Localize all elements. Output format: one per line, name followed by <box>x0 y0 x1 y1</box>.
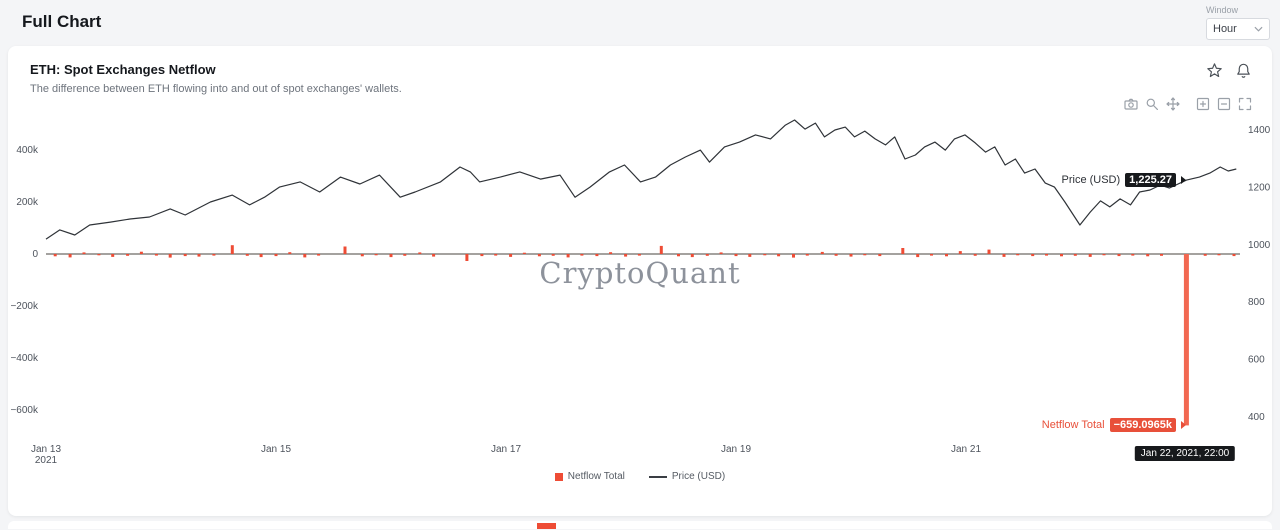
price-hover-arrow <box>1181 176 1186 184</box>
svg-text:−600k: −600k <box>10 405 39 416</box>
zoom-icon[interactable] <box>1145 97 1159 111</box>
star-icon[interactable] <box>1206 62 1223 79</box>
zoom-in-icon[interactable] <box>1196 97 1210 111</box>
svg-text:−200k: −200k <box>10 301 39 312</box>
price-hover-label: Price (USD) 1,225.27 <box>1061 173 1186 187</box>
svg-text:1200: 1200 <box>1248 182 1271 193</box>
chart-legend: Netflow Total Price (USD) <box>8 471 1272 482</box>
legend-item[interactable]: Price (USD) <box>648 471 726 482</box>
svg-text:2021: 2021 <box>35 455 58 466</box>
legend-label: Price (USD) <box>671 471 726 482</box>
legend-item[interactable]: Netflow Total <box>554 471 625 482</box>
card-header: ETH: Spot Exchanges Netflow The differen… <box>8 62 1272 95</box>
page-title: Full Chart <box>22 12 102 31</box>
legend-label: Netflow Total <box>567 471 625 482</box>
svg-text:400: 400 <box>1248 412 1265 423</box>
svg-text:Jan 19: Jan 19 <box>721 444 751 455</box>
price-hover-value: 1,225.27 <box>1125 173 1176 187</box>
svg-text:−400k: −400k <box>10 353 39 364</box>
svg-text:800: 800 <box>1248 297 1265 308</box>
svg-text:400k: 400k <box>16 145 39 156</box>
svg-text:Jan 21: Jan 21 <box>951 444 981 455</box>
legend-line-swatch <box>648 475 667 478</box>
bell-icon[interactable] <box>1235 62 1252 79</box>
svg-text:1400: 1400 <box>1248 125 1271 136</box>
window-control: Window Hour <box>1206 5 1270 40</box>
price-hover-text: Price (USD) <box>1061 174 1121 186</box>
chart-subtitle: The difference between ETH flowing into … <box>30 83 402 95</box>
autoscale-icon[interactable] <box>1238 97 1252 111</box>
window-label: Window <box>1206 5 1239 15</box>
chart-modebar <box>8 97 1272 111</box>
window-select[interactable]: Hour <box>1206 18 1270 40</box>
svg-text:600: 600 <box>1248 355 1265 366</box>
camera-icon[interactable] <box>1124 97 1138 111</box>
zoom-out-icon[interactable] <box>1217 97 1231 111</box>
card-actions <box>1206 62 1252 79</box>
next-card-bar-fragment <box>537 523 556 529</box>
netflow-hover-arrow <box>1181 421 1186 429</box>
chevron-down-icon <box>1254 26 1263 32</box>
svg-text:Jan 15: Jan 15 <box>261 444 291 455</box>
chart-area: 400k 200k 0 −200k −400k −600k 1400 1200 1000 800 6… <box>8 115 1272 467</box>
netflow-hover-text: Netflow Total <box>1041 419 1105 431</box>
netflow-hover-label: Netflow Total −659.0965k <box>1042 418 1186 432</box>
window-select-value: Hour <box>1213 23 1237 35</box>
chart-title: ETH: Spot Exchanges Netflow <box>30 62 216 77</box>
svg-text:1000: 1000 <box>1248 240 1271 251</box>
svg-text:Jan 17: Jan 17 <box>491 444 521 455</box>
svg-text:0: 0 <box>32 249 38 260</box>
price-line <box>45 119 1237 240</box>
next-card-partial <box>8 521 1272 529</box>
pan-icon[interactable] <box>1166 97 1180 111</box>
page-header: Full Chart Window Hour <box>0 0 1280 46</box>
x-axis-hover-date: Jan 22, 2021, 22:00 <box>1134 446 1236 461</box>
svg-text:200k: 200k <box>16 197 39 208</box>
legend-bar-swatch <box>554 472 563 481</box>
netflow-price-chart[interactable]: 400k 200k 0 −200k −400k −600k 1400 1200 1000 800 6… <box>8 115 1272 467</box>
netflow-bars <box>53 245 1236 426</box>
svg-text:Jan 13: Jan 13 <box>31 444 61 455</box>
netflow-hover-value: −659.0965k <box>1109 418 1176 432</box>
chart-card: ETH: Spot Exchanges Netflow The differen… <box>8 46 1272 516</box>
